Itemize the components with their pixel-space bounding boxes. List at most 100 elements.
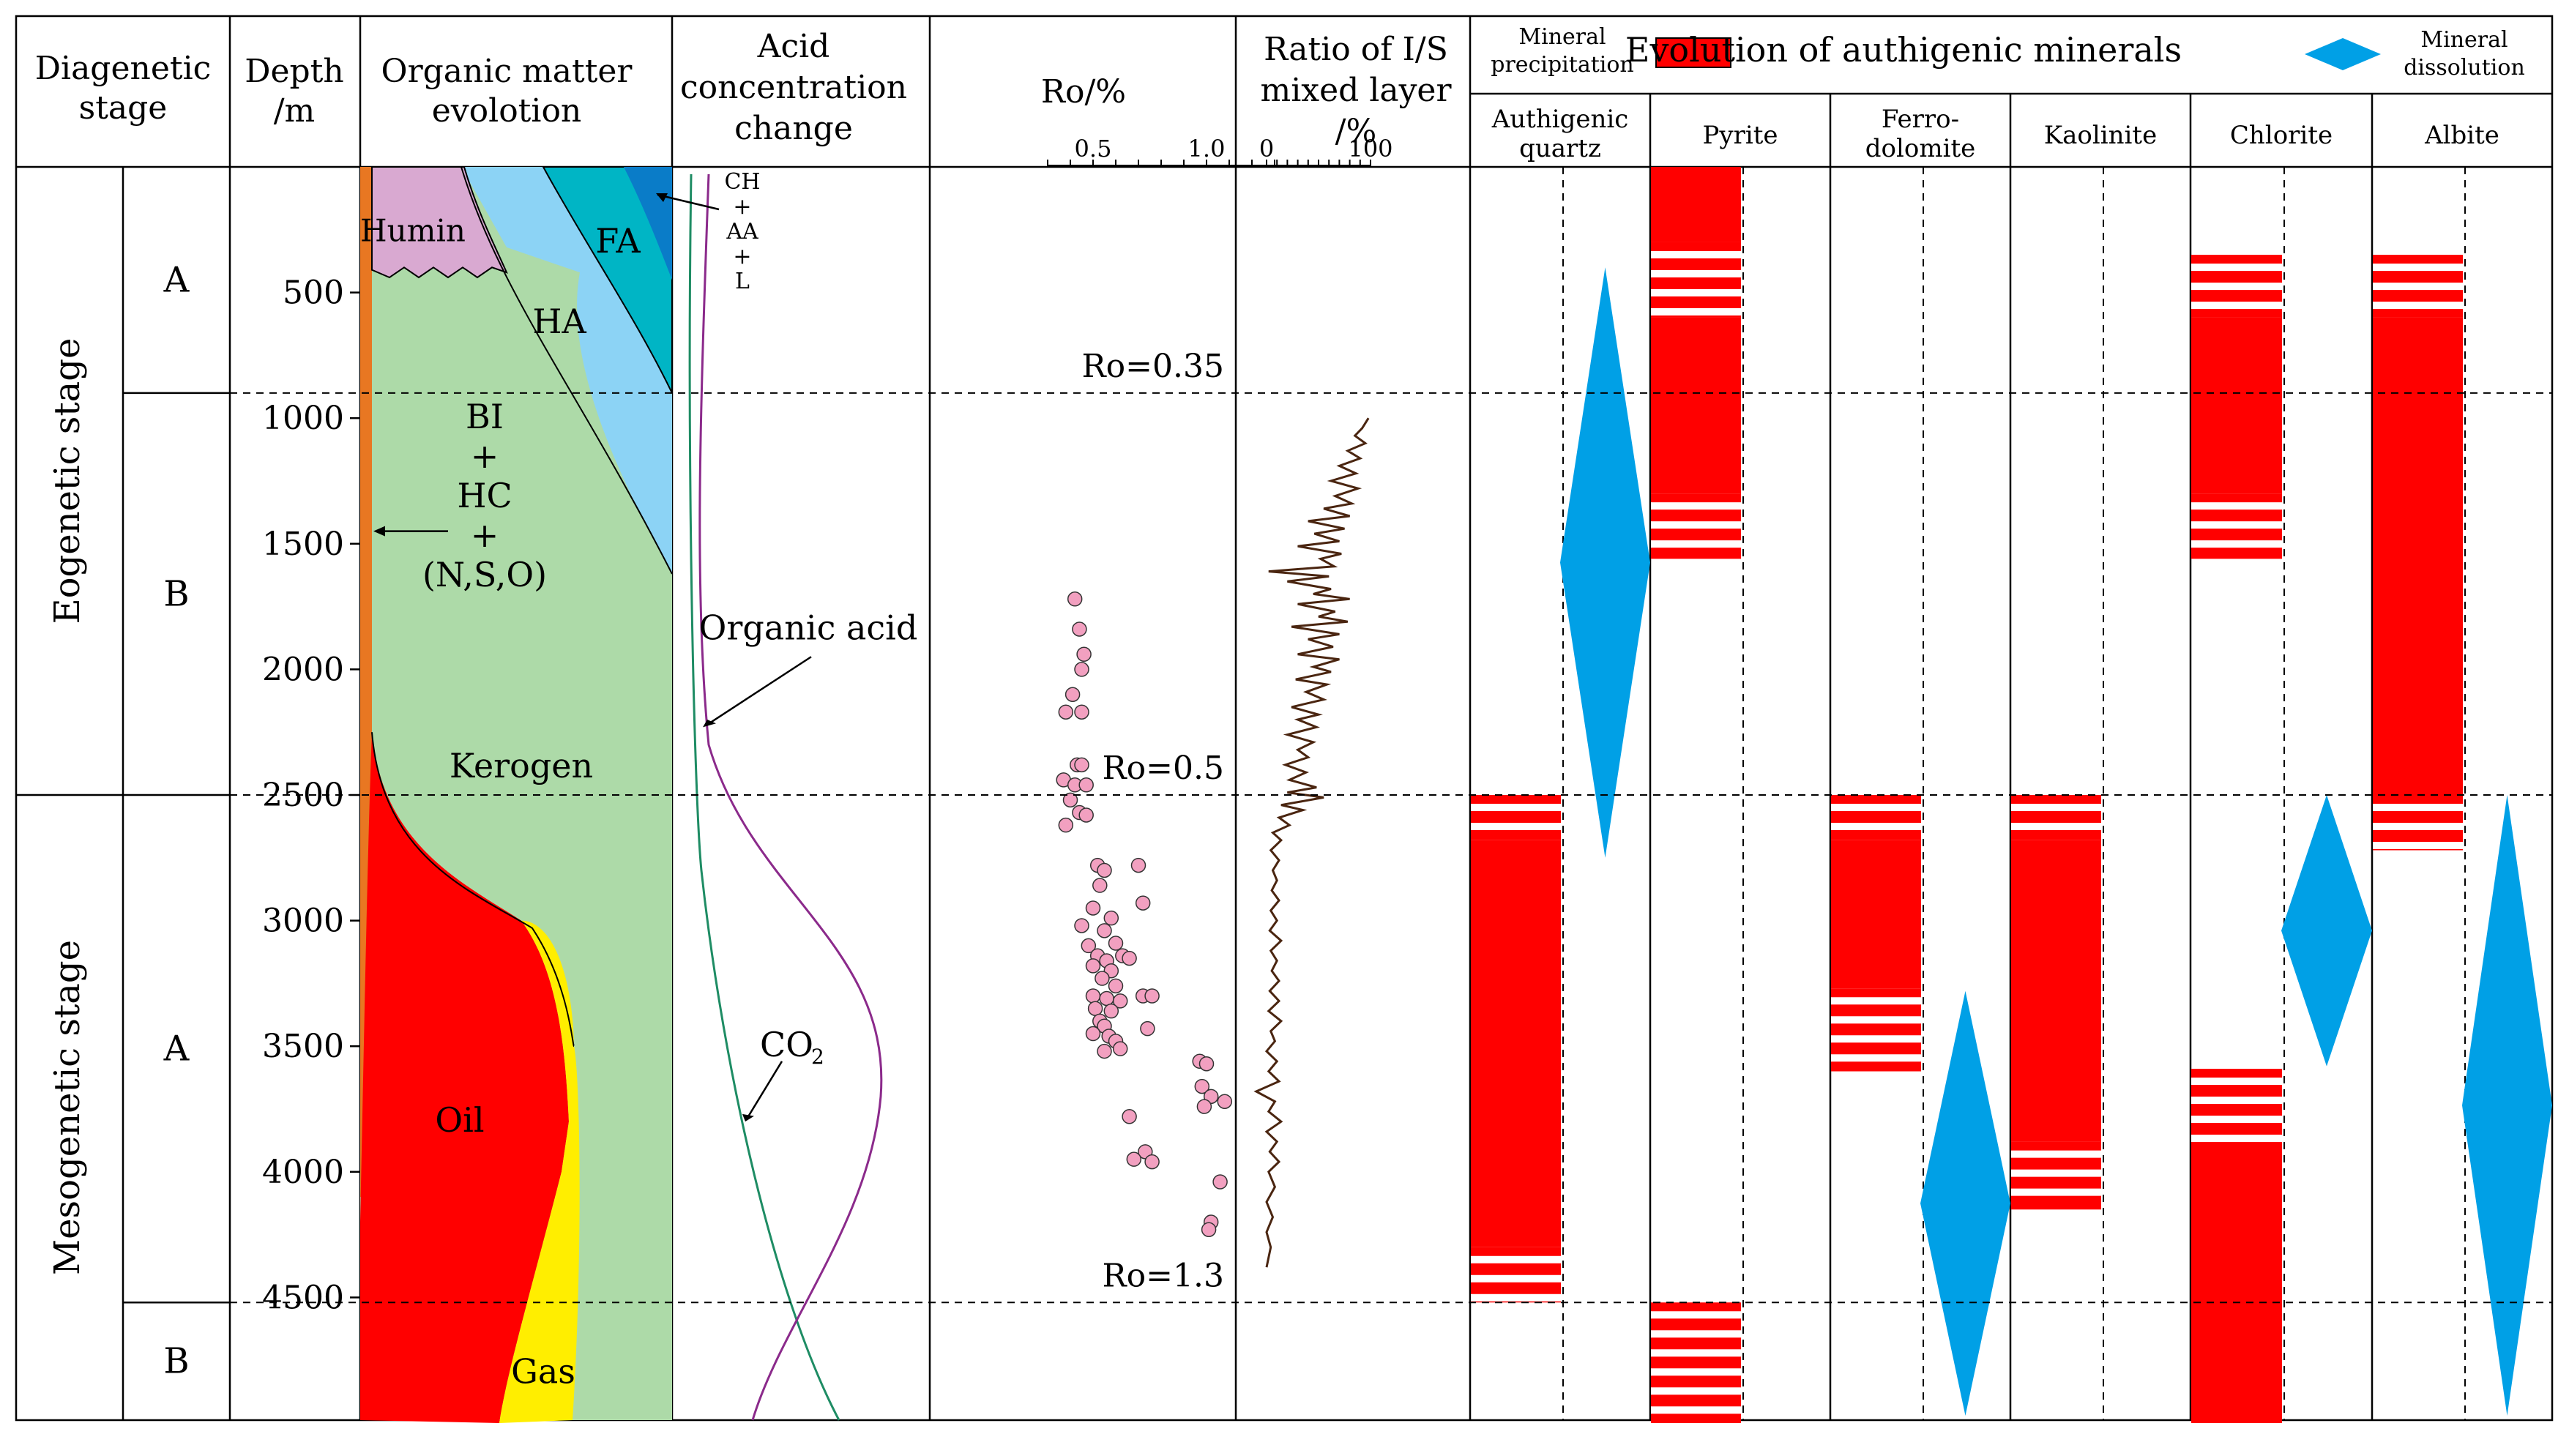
precipitation-stripe xyxy=(2191,1097,2282,1105)
legend-dissolution-swatch xyxy=(2305,38,2381,70)
legend-precipitation-label: Mineral xyxy=(1518,24,1606,50)
ro-data-point xyxy=(1087,1001,1103,1016)
humin-area xyxy=(371,166,508,279)
precipitation-stripe xyxy=(1651,1368,1741,1376)
header-is-ratio-unit: /% xyxy=(1335,113,1377,150)
precipitation-stripe xyxy=(2373,264,2463,272)
precipitation-stripe xyxy=(2191,1078,2282,1086)
mineral-header-0: Authigenic xyxy=(1491,105,1629,134)
ro-data-point xyxy=(1097,923,1112,938)
dissolution-diamond xyxy=(2281,795,2372,1067)
oil-label: Oil xyxy=(435,1100,484,1140)
depth-tick-label: 4500 xyxy=(262,1279,344,1316)
ro-data-point xyxy=(1144,1154,1160,1170)
precipitation-stripe xyxy=(1651,502,1741,510)
is-tick-label: 100 xyxy=(1348,135,1392,163)
precipitation-stripe xyxy=(1831,1035,1921,1043)
precipitation-stripe xyxy=(1831,1016,1921,1024)
precipitation-stripe xyxy=(2191,302,2282,310)
bi-hc-label: HC xyxy=(457,476,512,515)
ro-data-point xyxy=(1074,704,1089,720)
ro-data-point xyxy=(1092,878,1108,893)
ro-data-point xyxy=(1074,757,1089,773)
ro-data-point xyxy=(1112,1041,1128,1056)
ha-label: HA xyxy=(532,302,586,341)
precipitation-stripe xyxy=(1651,307,1741,316)
precipitation-bar xyxy=(1651,167,1741,242)
precipitation-bar xyxy=(2191,317,2282,494)
mineral-evolution-columns xyxy=(1471,167,2552,1423)
eogenetic-stage-label: Eogenetic stage xyxy=(47,338,88,624)
humin-label: Humin xyxy=(360,213,466,249)
precipitation-stripe xyxy=(2191,521,2282,529)
ro-data-point xyxy=(1194,1078,1210,1094)
ro-data-point xyxy=(1198,1056,1215,1072)
header-acid-line3: change xyxy=(734,110,853,147)
precipitation-stripe xyxy=(2011,1169,2101,1177)
ro-data-point xyxy=(1135,895,1151,911)
ro-data-point xyxy=(1072,621,1087,637)
ha-boundary-line xyxy=(461,166,673,575)
ro-data-point xyxy=(1076,646,1092,662)
ro-data-point xyxy=(1095,971,1110,986)
precipitation-stripe xyxy=(2191,540,2282,548)
ro-data-point xyxy=(1122,1109,1137,1124)
diagenetic-stage-column: Eogenetic stage Mesogenetic stage A B A B xyxy=(47,259,190,1381)
ro-data-point xyxy=(1122,950,1137,966)
precipitation-stripe xyxy=(1831,804,1921,811)
precipitation-stripe xyxy=(2011,823,2101,830)
precipitation-bar xyxy=(1831,840,1921,989)
ro-tick-label: 0.5 xyxy=(1075,135,1112,163)
precipitation-stripe xyxy=(2011,1150,2101,1158)
acid-top-label: AA xyxy=(726,219,758,244)
depth-tick-label: 1000 xyxy=(262,400,344,437)
ro-data-point xyxy=(1097,862,1112,878)
ro-data-point xyxy=(1085,900,1101,916)
stage-boundary-lines xyxy=(230,392,2552,1304)
ro-data-point xyxy=(1078,777,1094,793)
precipitation-stripe xyxy=(2011,804,2101,811)
ro-data-point xyxy=(1058,817,1074,833)
substage-label: A xyxy=(163,259,190,300)
precipitation-bar xyxy=(1651,317,1741,494)
ro-tick-label: 1.0 xyxy=(1188,135,1226,163)
ro-data-point xyxy=(1085,988,1101,1004)
ro-data-point xyxy=(1108,978,1124,994)
substage-label: B xyxy=(163,1341,189,1382)
precipitation-stripe xyxy=(2191,1135,2282,1143)
co2-curve xyxy=(688,173,840,1421)
precipitation-stripe xyxy=(1651,288,1741,296)
arrow-head xyxy=(373,526,385,537)
precipitation-stripe xyxy=(2191,283,2282,291)
precipitation-bar-striped xyxy=(2011,795,2101,840)
header-organic-matter-line2: evolotion xyxy=(432,92,582,130)
ro-data-point xyxy=(1062,792,1078,808)
ro-data-point xyxy=(1058,704,1074,720)
co2-label: CO xyxy=(760,1025,813,1064)
ro-data-point xyxy=(1064,687,1081,702)
depth-tick-label: 1500 xyxy=(262,526,344,563)
gas-label: Gas xyxy=(511,1351,575,1391)
oil-area xyxy=(360,732,569,1423)
precipitation-stripe xyxy=(1651,521,1741,529)
acid-top-arrow-line xyxy=(657,193,720,211)
legend-dissolution-label: Mineral xyxy=(2420,27,2508,53)
depth-tick-label: 4000 xyxy=(262,1154,344,1191)
ro-data-point xyxy=(1085,1026,1101,1042)
co2-arrow-line xyxy=(747,1061,783,1117)
precipitation-stripe xyxy=(2373,302,2463,310)
ro-data-point xyxy=(1103,910,1119,926)
mineral-header-0-line2: quartz xyxy=(1519,134,1601,163)
ro-data-point xyxy=(1078,807,1094,823)
mineral-header-2-line2: dolomite xyxy=(1865,134,1975,163)
precipitation-stripe xyxy=(1651,1387,1741,1395)
precipitation-stripe xyxy=(2191,502,2282,510)
bi-hc-label: + xyxy=(471,436,499,476)
dissolution-diamond xyxy=(1920,990,2010,1416)
bi-hc-label: BI xyxy=(466,397,504,436)
header-acid-line2: concentration xyxy=(680,69,907,106)
dissolution-diamond xyxy=(2462,795,2552,1416)
